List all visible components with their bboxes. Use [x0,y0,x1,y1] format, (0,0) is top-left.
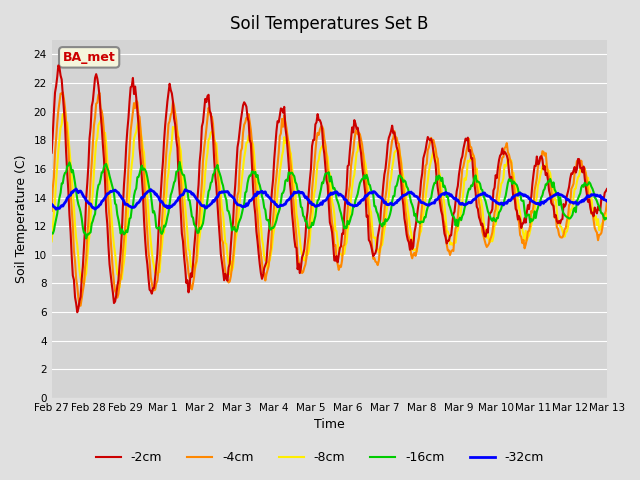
X-axis label: Time: Time [314,419,345,432]
Legend: -2cm, -4cm, -8cm, -16cm, -32cm: -2cm, -4cm, -8cm, -16cm, -32cm [91,446,549,469]
Title: Soil Temperatures Set B: Soil Temperatures Set B [230,15,429,33]
Text: BA_met: BA_met [63,51,116,64]
Y-axis label: Soil Temperature (C): Soil Temperature (C) [15,155,28,283]
